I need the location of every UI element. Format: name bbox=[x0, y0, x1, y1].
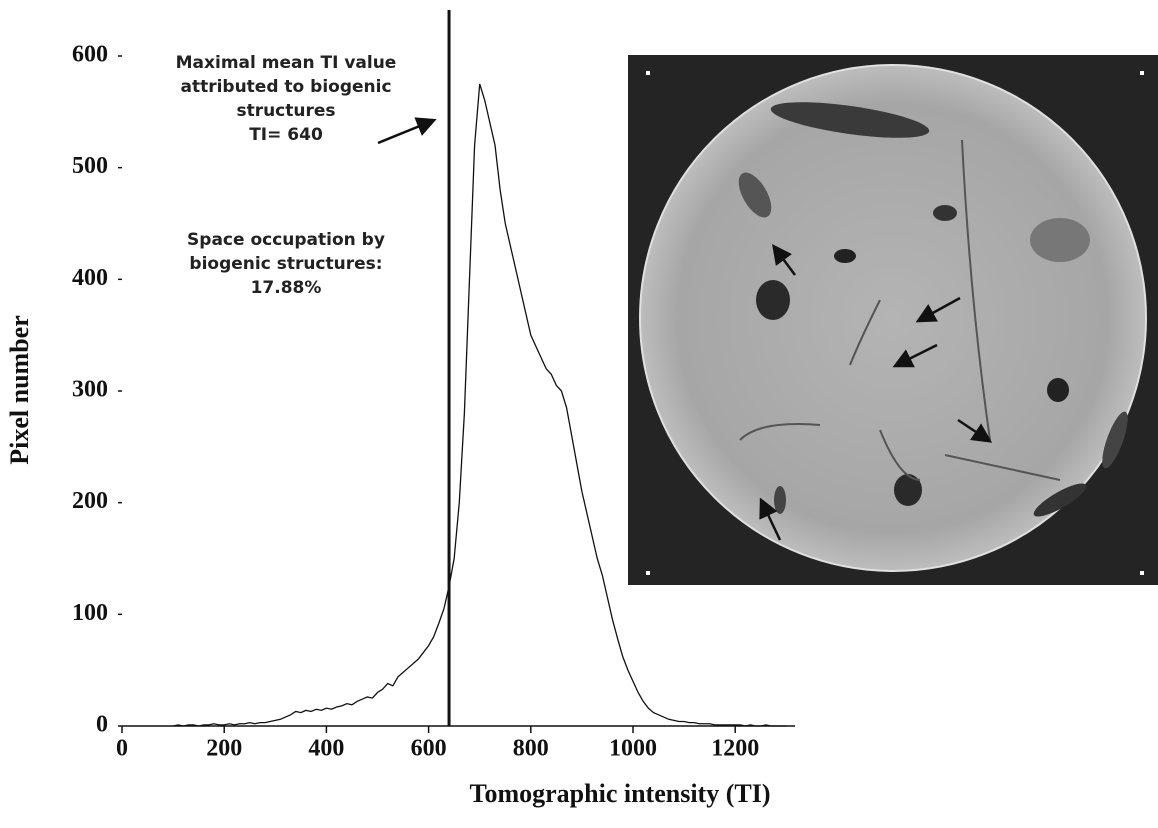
x-tick-label: 800 bbox=[513, 736, 549, 762]
x-tick-label: 400 bbox=[308, 736, 344, 762]
annotation: Maximal mean TI value bbox=[176, 53, 397, 73]
y-axis-title: Pixel number bbox=[5, 315, 34, 465]
y-tick-label: 600 bbox=[72, 42, 108, 68]
annotation: biogenic structures: bbox=[189, 254, 382, 274]
histogram-line bbox=[172, 83, 787, 727]
tomography-image bbox=[628, 55, 1158, 585]
annotation: attributed to biogenic bbox=[180, 77, 391, 97]
annotation: Space occupation by bbox=[187, 230, 385, 250]
x-axis-title: Tomographic intensity (TI) bbox=[470, 779, 771, 808]
y-tick-label: 200 bbox=[72, 488, 108, 514]
x-tick-label: 1000 bbox=[609, 736, 657, 762]
annotation-arrow bbox=[377, 117, 437, 145]
threshold-label: TI= 640 bbox=[249, 125, 323, 145]
x-tick-label: 1200 bbox=[711, 736, 759, 762]
x-tick-label: 0 bbox=[116, 736, 128, 762]
x-tick-label: 200 bbox=[206, 736, 242, 762]
y-tick-label: 0 bbox=[96, 712, 108, 738]
y-tick-label: 500 bbox=[72, 153, 108, 179]
y-tick-label: 300 bbox=[72, 377, 108, 403]
y-tick-label: 100 bbox=[72, 600, 108, 626]
y-tick-label: 400 bbox=[72, 265, 108, 291]
annotation: structures bbox=[236, 101, 335, 121]
annotation: 17.88% bbox=[251, 278, 322, 298]
x-tick-label: 600 bbox=[411, 736, 447, 762]
